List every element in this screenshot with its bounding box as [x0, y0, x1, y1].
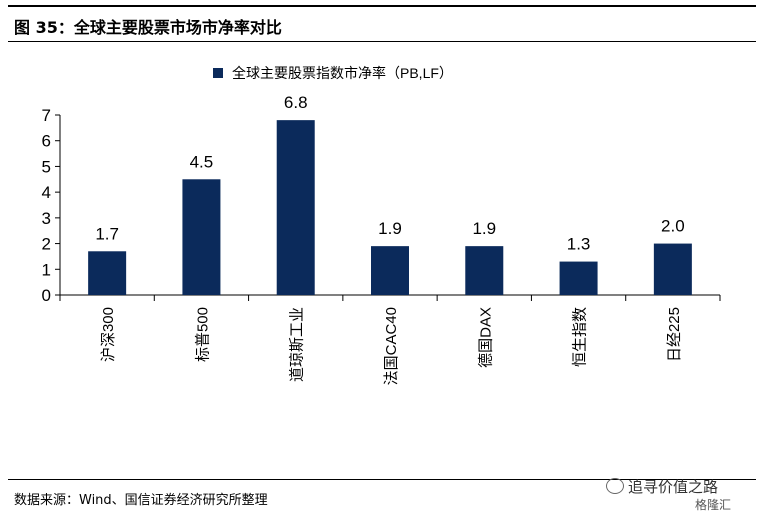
bars	[88, 120, 692, 296]
legend-label: 全球主要股票指数市净率（PB,LF）	[232, 65, 453, 81]
bar	[182, 179, 221, 295]
source-note: 数据来源：Wind、国信证券经济研究所整理	[14, 493, 268, 508]
data-label: 2.0	[661, 217, 685, 236]
title-rule	[8, 41, 756, 42]
y-tick-label: 4	[42, 183, 51, 202]
watermark-brand: 格隆汇	[695, 498, 732, 512]
y-axis: 0 1 2 3 4 5 6 7	[42, 106, 61, 305]
bar	[88, 251, 127, 295]
bar	[371, 246, 409, 295]
data-labels: 1.7 4.5 6.8 1.9 1.9 1.3 2.0	[95, 93, 684, 253]
y-tick-label: 7	[42, 106, 51, 125]
bar	[465, 246, 504, 295]
watermark: 追寻价值之路	[606, 476, 718, 497]
wechat-icon	[606, 478, 624, 494]
figure-title: 图 35：全球主要股票市场市净率对比	[14, 18, 282, 37]
bottom-rule	[8, 479, 756, 480]
bar	[276, 120, 315, 296]
data-label: 1.9	[378, 219, 402, 238]
legend: 全球主要股票指数市净率（PB,LF）	[213, 65, 453, 81]
y-tick-label: 6	[42, 132, 51, 151]
data-label: 1.3	[567, 235, 591, 254]
x-axis	[59, 294, 721, 301]
data-label: 6.8	[284, 93, 308, 112]
category-label: 法国CAC40	[383, 307, 400, 385]
y-tick-label: 2	[42, 235, 51, 254]
y-tick-label: 3	[42, 209, 51, 228]
category-labels: 沪深300 标普500 道琼斯工业 法国CAC40 德国DAX 恒生指数 日经225	[100, 307, 683, 385]
y-tick-label: 0	[42, 286, 51, 305]
bar-chart: 全球主要股票指数市净率（PB,LF） 0 1 2 3 4 5 6 7 1.7 4.5 6.8 1.9…	[42, 65, 721, 385]
category-label: 德国DAX	[476, 307, 494, 368]
data-label: 4.5	[190, 152, 214, 171]
category-label: 标普500	[194, 307, 211, 362]
bar	[559, 261, 598, 295]
data-label: 1.7	[95, 224, 119, 243]
legend-swatch	[213, 68, 223, 78]
watermark-text: 追寻价值之路	[628, 478, 719, 496]
data-label: 1.9	[472, 219, 496, 238]
category-label: 沪深300	[100, 307, 117, 362]
category-label: 道琼斯工业	[289, 307, 306, 382]
y-tick-label: 5	[42, 157, 51, 176]
category-label: 日经225	[666, 307, 683, 362]
bar	[653, 243, 692, 295]
top-rule	[8, 5, 756, 7]
y-tick-label: 1	[42, 260, 51, 279]
category-label: 恒生指数	[572, 307, 589, 367]
